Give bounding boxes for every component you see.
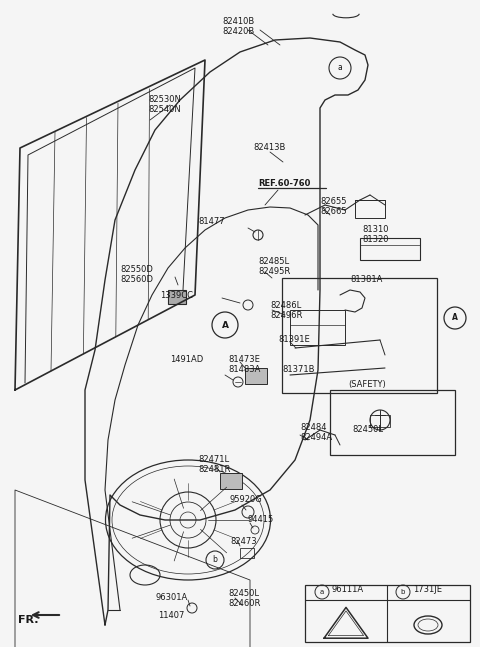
Text: 82460R: 82460R [228, 598, 260, 608]
Text: 82494A: 82494A [300, 433, 332, 443]
Text: 94415: 94415 [248, 516, 274, 525]
Text: 82485L: 82485L [258, 258, 289, 267]
Bar [290, 310, 345, 345]
Bar [282, 278, 437, 393]
Text: 82484: 82484 [300, 424, 326, 432]
Text: 81320: 81320 [362, 236, 388, 245]
Bar [355, 200, 385, 218]
Text: 81391E: 81391E [278, 336, 310, 344]
Text: 1339CC: 1339CC [160, 291, 193, 300]
Text: 81381A: 81381A [350, 276, 383, 285]
Text: 82530N: 82530N [148, 96, 181, 105]
Text: 82550D: 82550D [120, 265, 153, 274]
Bar [220, 473, 242, 489]
Text: A: A [221, 320, 228, 329]
Text: 81310: 81310 [362, 226, 388, 234]
Bar [305, 585, 470, 642]
Text: 82450L: 82450L [228, 589, 259, 597]
Bar [330, 390, 455, 455]
Text: 82450L: 82450L [352, 426, 383, 435]
Text: 81483A: 81483A [228, 366, 260, 375]
Text: 82413B: 82413B [253, 144, 286, 153]
Text: 82540N: 82540N [148, 105, 181, 115]
Text: 82481R: 82481R [198, 465, 230, 474]
Text: a: a [320, 589, 324, 595]
Text: 96111A: 96111A [332, 586, 364, 595]
Bar [370, 415, 390, 427]
Text: 82410B: 82410B [222, 17, 254, 27]
Text: 82420B: 82420B [222, 27, 254, 36]
Text: FR.: FR. [18, 615, 38, 625]
Text: REF.60-760: REF.60-760 [258, 179, 311, 188]
Bar [245, 368, 267, 384]
Text: 82471L: 82471L [198, 455, 229, 465]
Bar [168, 290, 186, 304]
Text: b: b [401, 589, 405, 595]
Text: 11407: 11407 [158, 611, 184, 619]
Text: 95920G: 95920G [230, 496, 263, 505]
Text: 82655: 82655 [320, 197, 347, 206]
Text: 82665: 82665 [320, 208, 347, 217]
Text: 82486L: 82486L [270, 300, 301, 309]
Text: A: A [452, 314, 458, 322]
Text: 81371B: 81371B [282, 366, 314, 375]
Text: 82496R: 82496R [270, 311, 302, 320]
Text: 1491AD: 1491AD [170, 355, 203, 364]
Text: (SAFETY): (SAFETY) [348, 380, 386, 389]
Text: 82560D: 82560D [120, 276, 153, 285]
Bar [360, 238, 420, 260]
Text: 81477: 81477 [198, 217, 225, 226]
Text: b: b [213, 556, 217, 564]
Text: 1731JE: 1731JE [413, 586, 442, 595]
Text: 96301A: 96301A [155, 593, 187, 602]
Text: a: a [337, 63, 342, 72]
Text: 82495R: 82495R [258, 267, 290, 276]
Text: 81473E: 81473E [228, 355, 260, 364]
Text: 82473: 82473 [230, 538, 257, 547]
Bar [240, 548, 254, 558]
